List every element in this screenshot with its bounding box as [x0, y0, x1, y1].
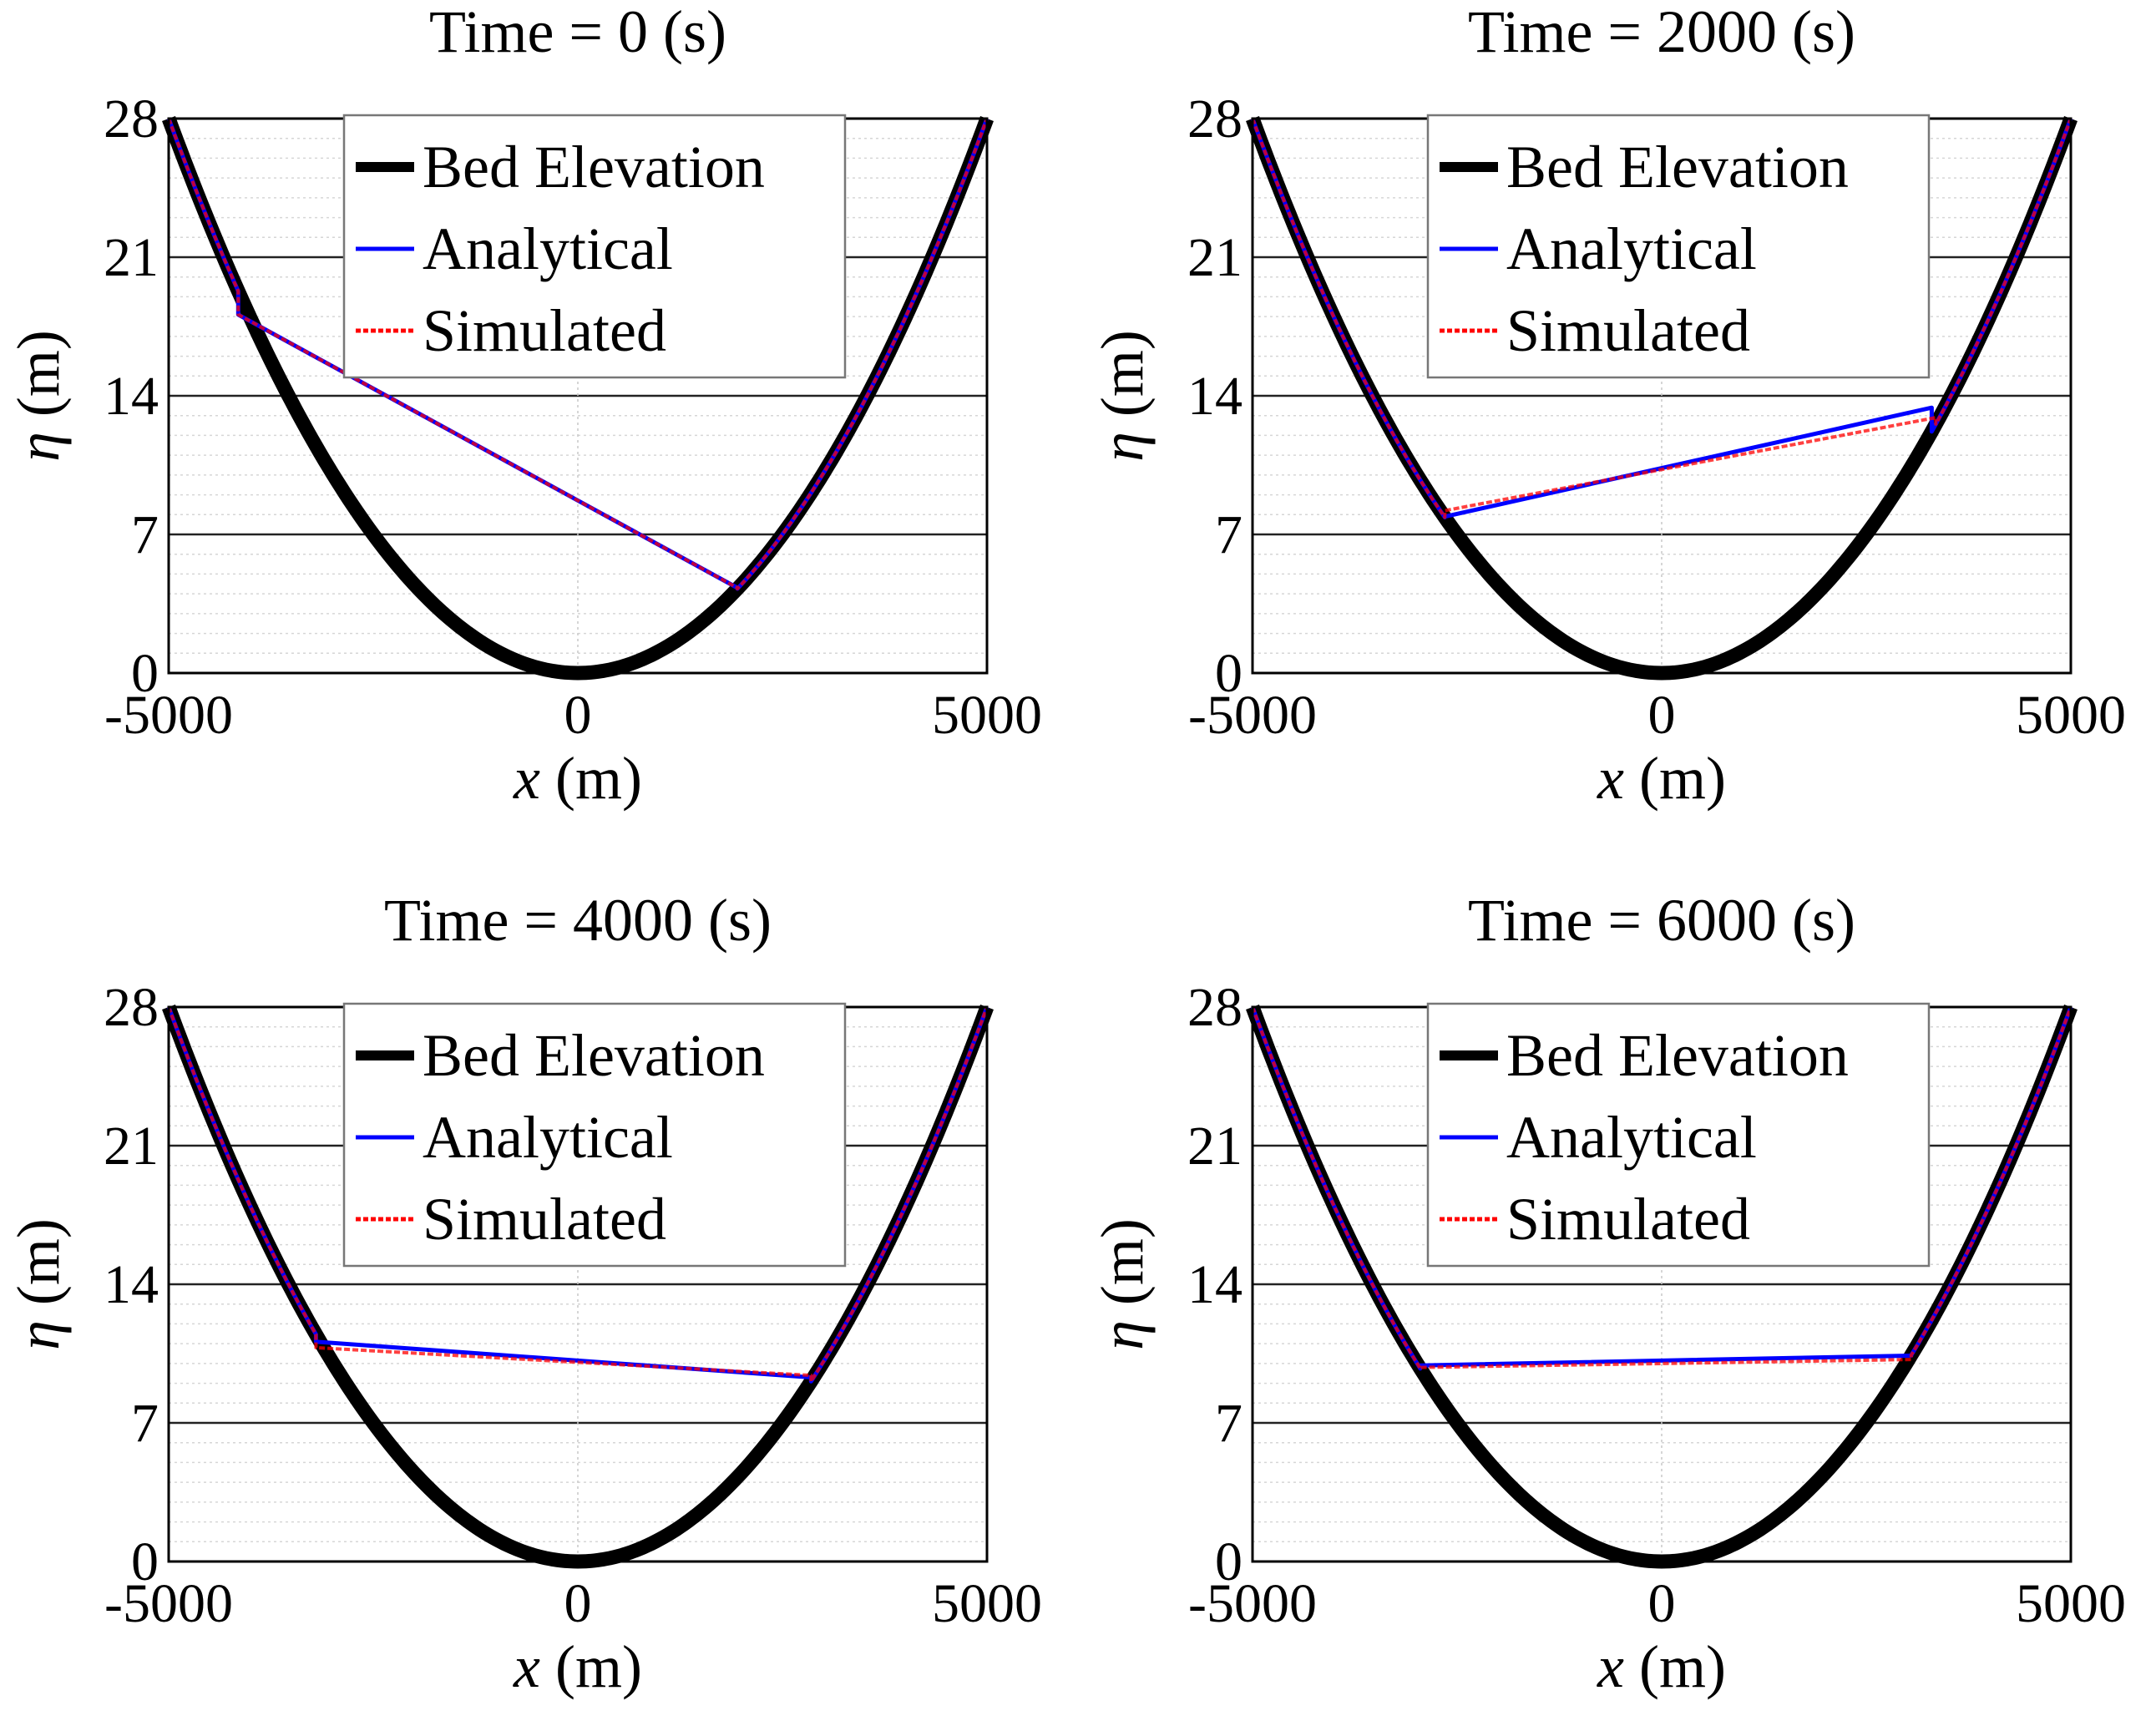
y-axis-label: η (m) — [1089, 330, 1156, 462]
y-axis-label: η (m) — [1089, 1218, 1156, 1350]
y-tick-label: 14 — [1187, 366, 1242, 427]
legend-box — [342, 114, 847, 379]
legend-label: Simulated — [423, 1186, 666, 1253]
legend-label: Analytical — [1506, 215, 1757, 282]
x-axis-unit: (m) — [540, 745, 642, 812]
x-axis-variable: x — [1597, 745, 1624, 812]
y-tick-label: 7 — [1215, 504, 1242, 565]
legend-label: Bed Elevation — [1506, 1022, 1849, 1089]
x-axis-label: x (m) — [513, 745, 642, 812]
y-tick-label: 0 — [131, 1531, 159, 1592]
legend-label: Bed Elevation — [423, 134, 765, 200]
y-tick-label: 14 — [104, 366, 159, 427]
y-tick-label: 28 — [104, 89, 159, 149]
y-axis-variable: η — [1089, 1320, 1156, 1350]
subplot-title: Time = 2000 (s) — [1468, 0, 1855, 65]
y-axis-unit: (m) — [1089, 1218, 1156, 1320]
legend: Bed Elevation Analytical Simulated — [1426, 114, 1931, 379]
legend-label: Bed Elevation — [1506, 134, 1849, 200]
x-tick-label: 0 — [564, 1573, 592, 1634]
y-tick-label: 0 — [131, 643, 159, 704]
legend-label: Analytical — [423, 215, 673, 282]
legend: Bed Elevation Analytical Simulated — [342, 1002, 847, 1268]
y-tick-label: 21 — [104, 1116, 159, 1177]
simulated-line — [1251, 1006, 2072, 1370]
x-tick-label: 5000 — [2016, 1573, 2126, 1634]
y-tick-label: 21 — [1187, 227, 1242, 288]
y-tick-label: 21 — [1187, 1116, 1242, 1177]
simulated-line — [1251, 118, 2072, 519]
x-axis-unit: (m) — [1624, 745, 1726, 812]
legend-box — [1426, 1002, 1931, 1268]
legend: Bed Elevation Analytical Simulated — [1426, 1002, 1931, 1268]
x-tick-label: 5000 — [2016, 685, 2126, 746]
subplot-title: Time = 0 (s) — [429, 0, 726, 65]
y-axis-variable: η — [5, 1320, 72, 1350]
legend-box — [342, 1002, 847, 1268]
y-tick-label: 14 — [1187, 1254, 1242, 1315]
y-axis-unit: (m) — [1089, 330, 1156, 432]
subplot-title: Time = 4000 (s) — [384, 887, 772, 954]
x-axis-unit: (m) — [540, 1633, 642, 1700]
y-tick-label: 7 — [1215, 1393, 1242, 1454]
legend-label: Simulated — [1506, 1186, 1750, 1253]
legend-label: Simulated — [1506, 297, 1750, 364]
x-tick-label: -5000 — [104, 1573, 233, 1634]
y-axis-unit: (m) — [5, 330, 72, 432]
legend-label: Analytical — [1506, 1104, 1757, 1171]
x-axis-label: x (m) — [1597, 1633, 1726, 1700]
y-tick-label: 0 — [1215, 1531, 1242, 1592]
x-axis-variable: x — [1597, 1633, 1624, 1700]
x-tick-label: 5000 — [932, 685, 1042, 746]
legend-label: Analytical — [423, 1104, 673, 1171]
x-axis-label: x (m) — [1597, 745, 1726, 812]
x-axis-label: x (m) — [513, 1633, 642, 1700]
x-tick-label: -5000 — [1188, 1573, 1317, 1634]
x-tick-label: -5000 — [1188, 685, 1317, 746]
x-axis-unit: (m) — [1624, 1633, 1726, 1700]
y-axis-unit: (m) — [5, 1218, 72, 1320]
x-tick-label: 5000 — [932, 1573, 1042, 1634]
y-axis-variable: η — [5, 432, 72, 462]
simulated-line — [167, 118, 989, 590]
subplot-title: Time = 6000 (s) — [1468, 887, 1855, 954]
x-tick-label: 0 — [1648, 685, 1676, 746]
legend-label: Bed Elevation — [423, 1022, 765, 1089]
y-tick-label: 7 — [131, 504, 159, 565]
y-tick-label: 7 — [131, 1393, 159, 1454]
y-axis-variable: η — [1089, 432, 1156, 462]
legend-box — [1426, 114, 1931, 379]
x-axis-variable: x — [513, 1633, 540, 1700]
x-axis-variable: x — [513, 745, 540, 812]
x-tick-label: 0 — [564, 685, 592, 746]
x-tick-label: -5000 — [104, 685, 233, 746]
y-tick-label: 28 — [1187, 89, 1242, 149]
y-tick-label: 14 — [104, 1254, 159, 1315]
y-axis-label: η (m) — [5, 1218, 72, 1350]
x-tick-label: 0 — [1648, 1573, 1676, 1634]
y-tick-label: 28 — [1187, 977, 1242, 1038]
y-axis-label: η (m) — [5, 330, 72, 462]
y-tick-label: 21 — [104, 227, 159, 288]
legend: Bed Elevation Analytical Simulated — [342, 114, 847, 379]
y-tick-label: 0 — [1215, 643, 1242, 704]
legend-label: Simulated — [423, 297, 666, 364]
simulated-line — [167, 1006, 989, 1384]
y-tick-label: 28 — [104, 977, 159, 1038]
